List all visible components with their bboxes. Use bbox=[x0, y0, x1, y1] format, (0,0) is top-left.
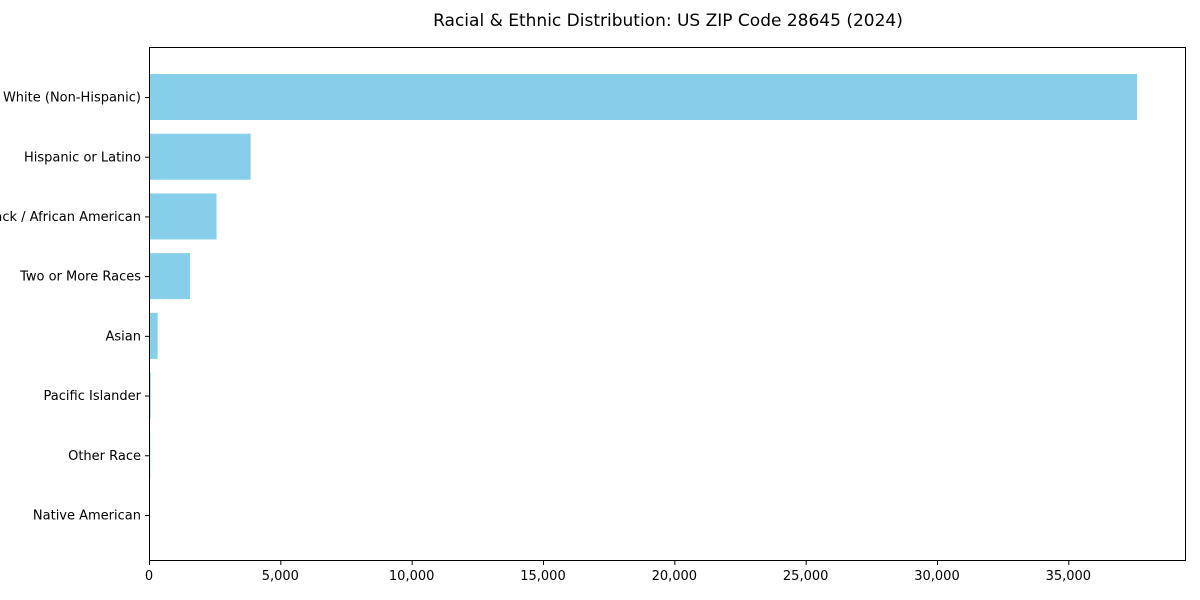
bar-2 bbox=[149, 193, 217, 240]
x-tick-label-6: 30,000 bbox=[914, 569, 960, 584]
x-tick-label-0: 0 bbox=[145, 569, 153, 584]
x-tick-label-7: 35,000 bbox=[1046, 569, 1092, 584]
category-label-5: Pacific Islander bbox=[44, 389, 142, 404]
category-label-1: Hispanic or Latino bbox=[24, 150, 141, 165]
bar-3 bbox=[149, 253, 190, 300]
category-label-7: Native American bbox=[33, 509, 141, 524]
category-label-2: Black / African American bbox=[0, 210, 141, 225]
x-tick-label-3: 15,000 bbox=[520, 569, 566, 584]
x-tick-label-4: 20,000 bbox=[652, 569, 698, 584]
bar-1 bbox=[149, 133, 251, 180]
category-label-0: White (Non-Hispanic) bbox=[3, 91, 141, 106]
chart-title: Racial & Ethnic Distribution: US ZIP Cod… bbox=[433, 11, 903, 31]
plot-background bbox=[149, 47, 1186, 561]
bar-4 bbox=[149, 312, 158, 359]
x-tick-label-1: 5,000 bbox=[262, 569, 299, 584]
bar-0 bbox=[149, 74, 1138, 120]
category-label-6: Other Race bbox=[68, 449, 141, 464]
plot-border bbox=[149, 47, 1186, 561]
category-label-4: Asian bbox=[106, 329, 141, 344]
bar-5 bbox=[149, 372, 151, 419]
category-label-3: Two or More Races bbox=[19, 270, 141, 285]
x-tick-label-5: 25,000 bbox=[783, 569, 829, 584]
x-tick-label-2: 10,000 bbox=[389, 569, 435, 584]
